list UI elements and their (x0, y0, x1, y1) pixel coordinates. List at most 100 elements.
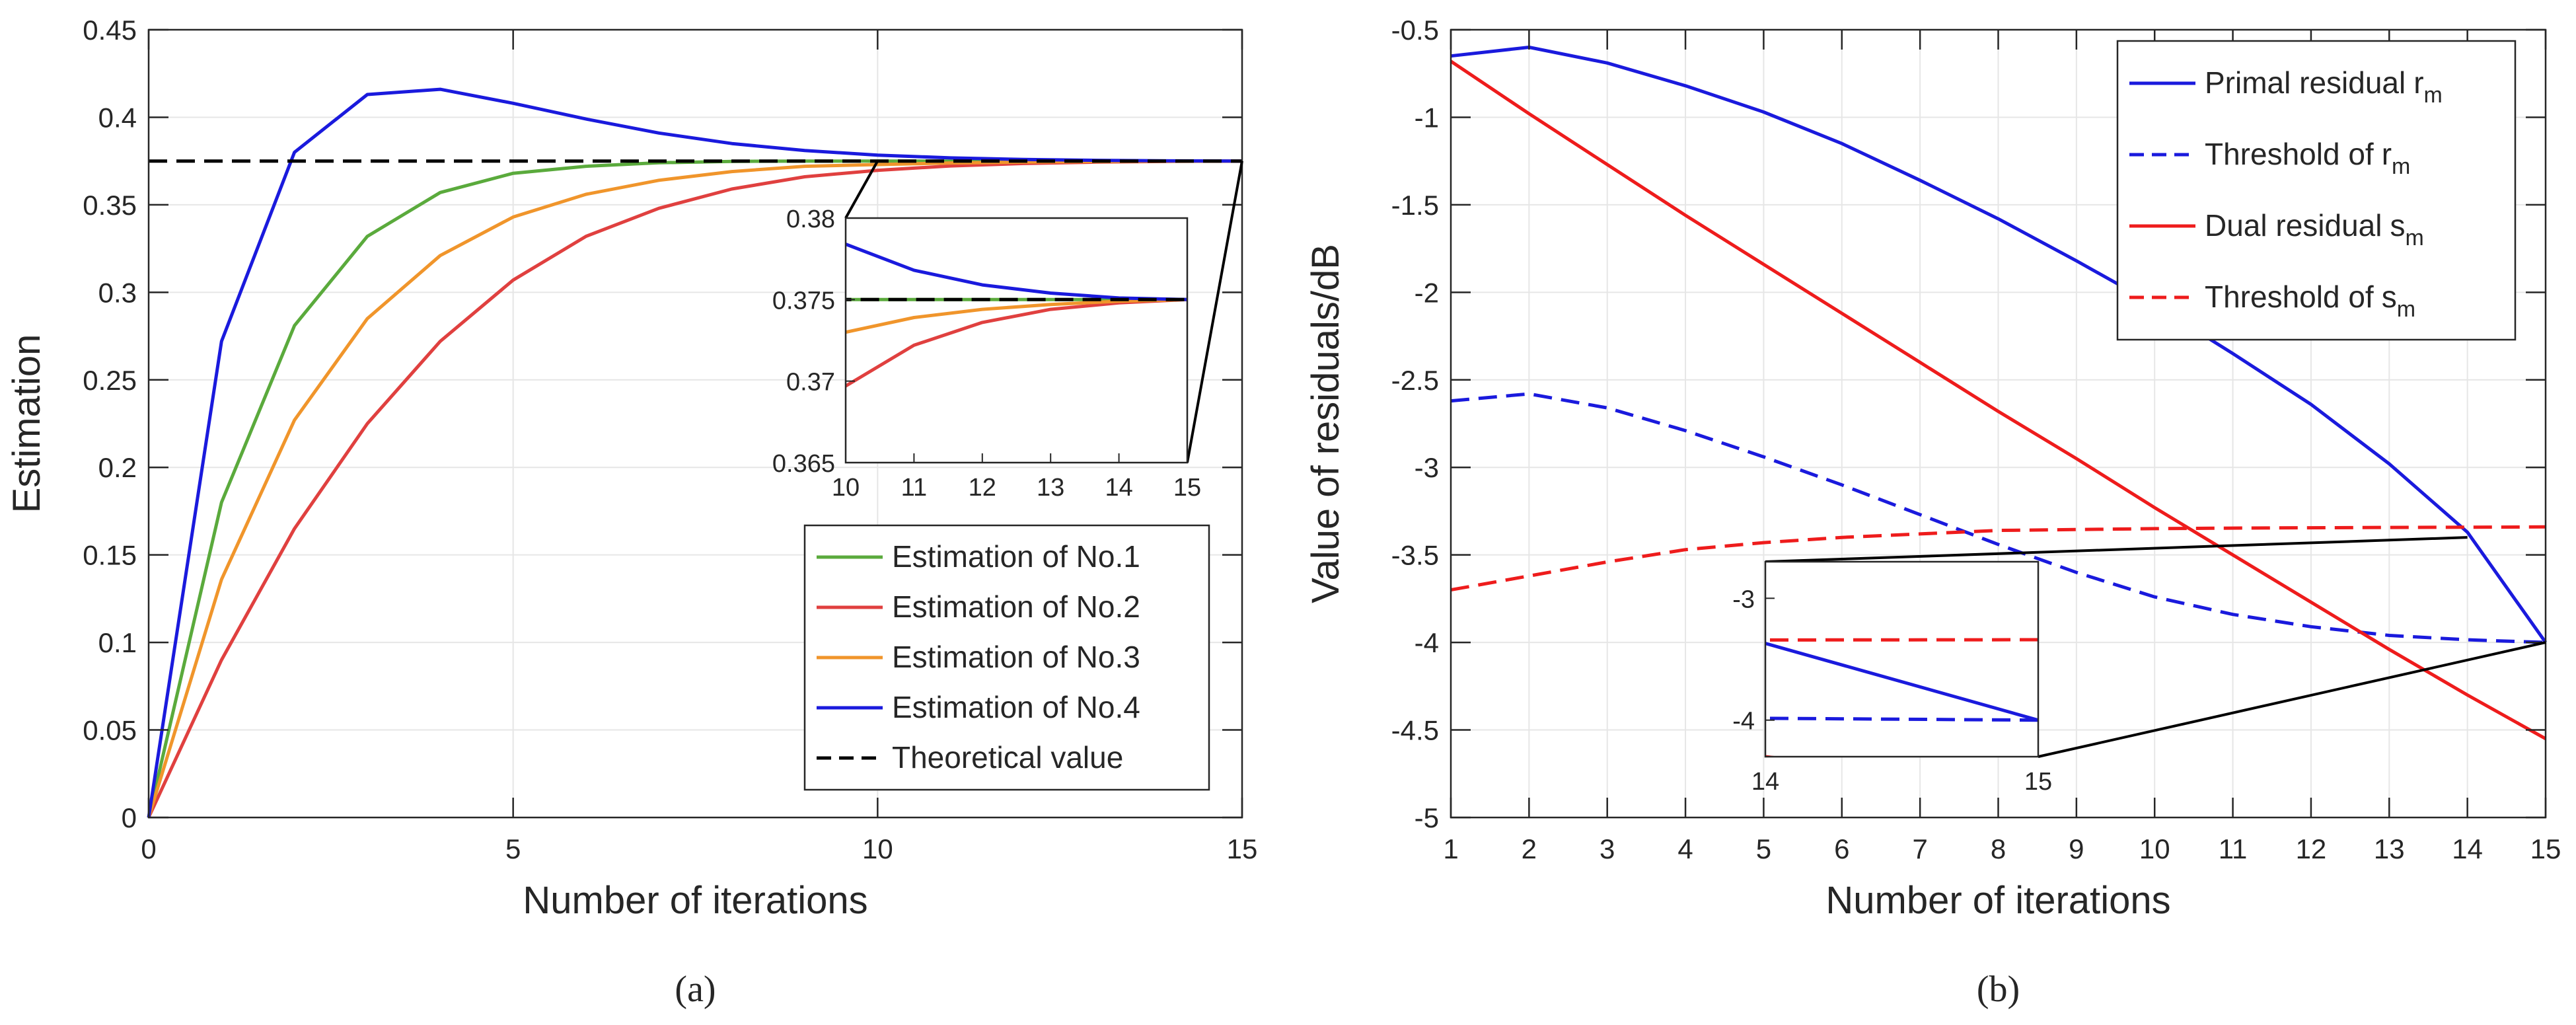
legend-entry-subscript: m (2405, 225, 2423, 250)
inset-series-2 (1765, 716, 2038, 722)
legend-entry-name: Dual residual (2205, 208, 2382, 243)
x-tick-label: 1 (1443, 833, 1458, 864)
line-series-4 (147, 87, 1243, 818)
legend-entry-name: Estimation of No.4 (892, 690, 1140, 724)
panel-caption: (a) (675, 969, 716, 1010)
x-tick-label: 0 (141, 833, 156, 864)
inset-x-tick-label: 10 (832, 474, 860, 502)
y-tick-label: 0.4 (98, 102, 137, 133)
x-axis-label: Number of iterations (1825, 879, 2170, 922)
y-axis-label: Estimation (5, 334, 48, 513)
inset-x-tick-label: 15 (1173, 474, 1201, 502)
inset-y-tick-label: 0.365 (772, 450, 835, 478)
line-series-3 (1450, 59, 2547, 740)
line-series-3 (147, 159, 1243, 818)
legend-entry-subscript: m (2424, 83, 2443, 108)
x-tick-label: 2 (1522, 833, 1537, 864)
legend-entry-name: Estimation of No.1 (892, 539, 1140, 574)
x-tick-label: 4 (1677, 833, 1693, 864)
legend-entry: Threshold of rm (2205, 137, 2410, 179)
y-tick-label: 0.1 (98, 627, 137, 658)
legend-entry-name: Threshold of (2205, 280, 2374, 314)
x-tick-label: 5 (1756, 833, 1771, 864)
y-tick-label: 0 (122, 802, 137, 833)
zoom-connector (844, 160, 879, 219)
x-tick-label: 14 (2452, 833, 2483, 864)
x-tick-label: 9 (2069, 833, 2084, 864)
legend-entry-name: Estimation of No.3 (892, 640, 1140, 674)
chart-b: 1 2 3 4 5 6 7 8 9 10 11 12 13 14 15-5-4.5-4-3.5-3-2.5-… (1304, 15, 2561, 1010)
inset-area (846, 218, 1187, 463)
legend-box (2116, 40, 2517, 341)
inset-area (1765, 562, 2038, 757)
legend-entry: Estimation of No.2 (892, 589, 1140, 624)
legend: Estimation of No.1 Estimation of No.2 Esti… (803, 524, 1210, 791)
inset-y-tick-label: 0.38 (786, 206, 835, 233)
y-tick-label: -5 (1415, 802, 1439, 833)
x-tick-label: 3 (1600, 833, 1615, 864)
inset-lines (1765, 638, 2038, 757)
x-tick-label: 8 (1991, 833, 2006, 864)
legend-entry: Estimation of No.4 (892, 690, 1140, 724)
x-tick-label: 15 (1227, 833, 1258, 864)
y-tick-label: -3.5 (1391, 540, 1439, 571)
legend-entry: Estimation of No.1 (892, 539, 1140, 574)
legend-entry-name: Estimation of No.2 (892, 589, 1140, 624)
legend-entry-symbol: s (2390, 208, 2405, 243)
inset-y-tick-label: -4 (1732, 708, 1755, 736)
zoom-connector (1186, 161, 1243, 463)
inset-x-tick-label: 15 (2024, 768, 2052, 796)
y-tick-label: 0.15 (83, 540, 137, 571)
legend-entry-name: Threshold of (2205, 137, 2374, 171)
legend-entry: Estimation of No.3 (892, 640, 1140, 674)
y-tick-label: -1 (1415, 102, 1439, 133)
inset-frame (1764, 560, 2040, 758)
zoom-connector (2038, 641, 2546, 758)
y-tick-label: -1.5 (1391, 190, 1439, 221)
inset-x-tick-label: 13 (1037, 474, 1064, 502)
y-tick-label: 0.2 (98, 452, 137, 483)
x-tick-label: 7 (1912, 833, 1927, 864)
x-axis-label: Number of iterations (523, 879, 867, 922)
inset-frame (844, 217, 1189, 464)
legend-entry: Theoretical value (892, 740, 1123, 775)
legend-entry: Threshold of sm (2205, 280, 2415, 322)
inset-x-tick-label: 12 (969, 474, 996, 502)
y-tick-label: -4.5 (1391, 715, 1439, 746)
line-series-1 (1450, 46, 2548, 644)
legend-entry-name: Primal residual (2205, 65, 2406, 100)
inset-lines (846, 242, 1187, 389)
panel-caption: (b) (1977, 969, 2020, 1010)
x-tick-label: 10 (2139, 833, 2170, 864)
y-tick-label: -2 (1415, 277, 1439, 308)
y-axis-label: Value of residuals/dB (1304, 244, 1347, 603)
y-tick-label: 0.05 (83, 715, 137, 746)
axes-frame (147, 28, 1243, 819)
line-series-4 (1450, 525, 2546, 592)
legend-entry-symbol: s (2382, 280, 2397, 314)
chart-a: 0 5 10 15 0 0.05 0.1 0.15 0.2 0.25 0.3 0.35 0.4 0.45 N… (5, 15, 1257, 1010)
inset: 10 11 12 13 14 15 0.365 0.37 0.375 0.38 (772, 160, 1243, 502)
inset: 14 15 -3 -4 (1732, 536, 2546, 796)
x-tick-label: 13 (2374, 833, 2405, 864)
y-tick-label: 0.25 (83, 365, 137, 396)
inset-y-tick-label: 0.37 (786, 369, 835, 397)
y-tick-label: -4 (1415, 627, 1439, 658)
inset-x-tick-label: 14 (1105, 474, 1132, 502)
inset-x-tick-label: 11 (901, 474, 927, 502)
x-tick-label: 15 (2530, 833, 2561, 864)
inset-y-tick-label: -3 (1732, 586, 1755, 613)
x-tick-label: 11 (2219, 833, 2248, 864)
legend-entry-subscript: m (2397, 297, 2415, 322)
y-tick-label: -3 (1415, 452, 1439, 483)
legend-entry-symbol: r (2413, 65, 2423, 100)
inset-y-tick-label: 0.375 (772, 287, 835, 315)
legend-entry-name: Theoretical value (892, 740, 1123, 775)
y-tick-label: -0.5 (1391, 15, 1439, 46)
zoom-connector (1765, 536, 2468, 563)
inset-series-1 (1765, 641, 2038, 722)
y-tick-label: 0.35 (83, 190, 137, 221)
y-tick-label: 0.45 (83, 15, 137, 46)
